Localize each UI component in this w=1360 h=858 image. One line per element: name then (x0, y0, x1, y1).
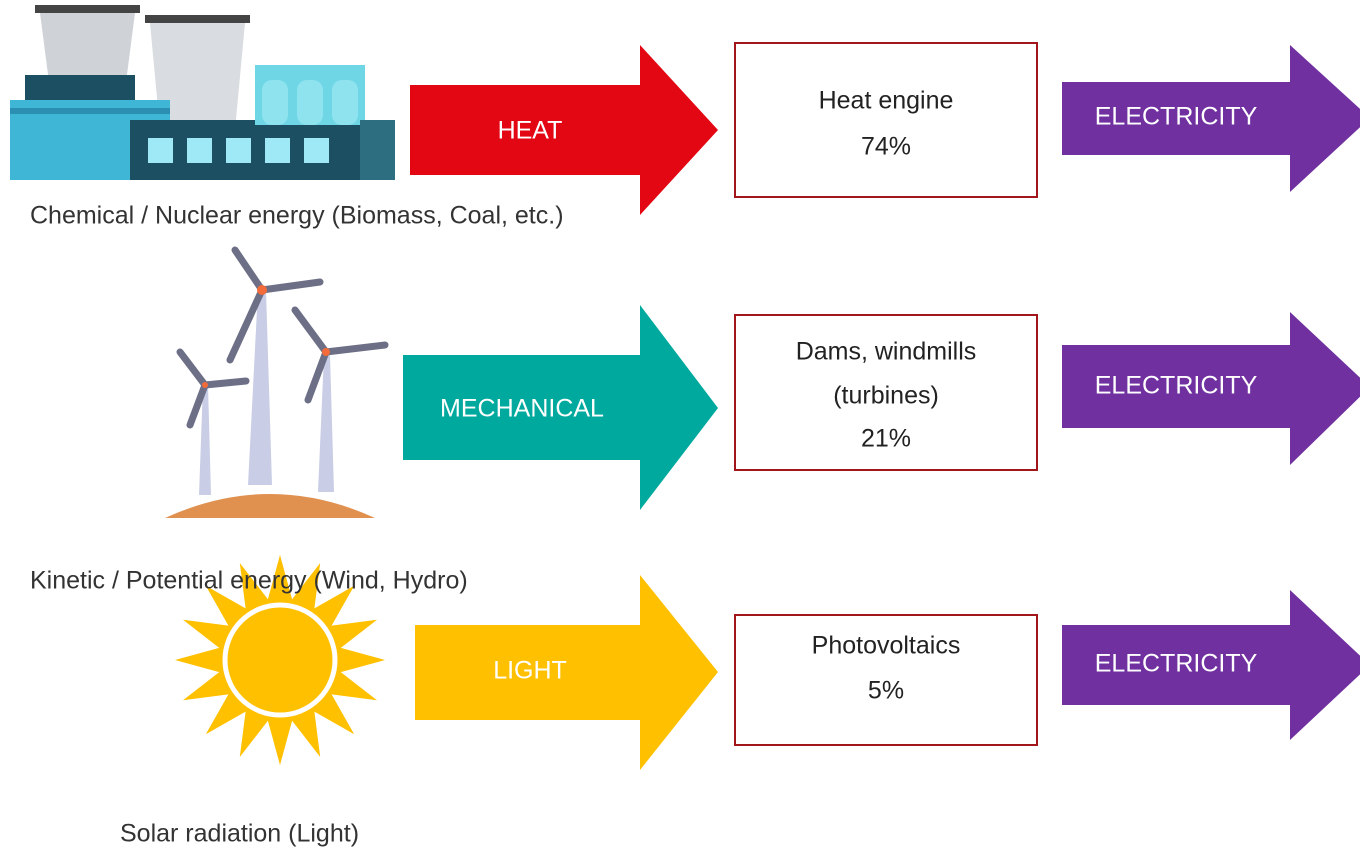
converter-text: Photovoltaics (812, 632, 961, 660)
converter-text: Heat engine (819, 87, 954, 115)
converter-text: 5% (868, 677, 904, 705)
output-label: ELECTRICITY (1095, 103, 1258, 131)
diagram: Chemical / Nuclear energy (Biomass, Coal… (0, 0, 1360, 858)
output-label: ELECTRICITY (1095, 372, 1258, 400)
converter-text: (turbines) (833, 382, 939, 410)
converter-text: 21% (861, 425, 911, 453)
factory-icon (10, 5, 395, 180)
form-label: MECHANICAL (440, 395, 604, 423)
sun-disk (225, 605, 335, 715)
source-label: Solar radiation (Light) (120, 820, 359, 848)
converter-text: Dams, windmills (796, 338, 977, 366)
form-label: LIGHT (493, 657, 567, 685)
form-arrow (410, 45, 718, 215)
turbine-icon (165, 250, 385, 518)
source-label: Kinetic / Potential energy (Wind, Hydro) (30, 567, 468, 595)
converter-text: 74% (861, 133, 911, 161)
output-label: ELECTRICITY (1095, 650, 1258, 678)
form-label: HEAT (498, 117, 563, 145)
source-label: Chemical / Nuclear energy (Biomass, Coal… (30, 202, 564, 230)
converter-box (735, 43, 1037, 197)
